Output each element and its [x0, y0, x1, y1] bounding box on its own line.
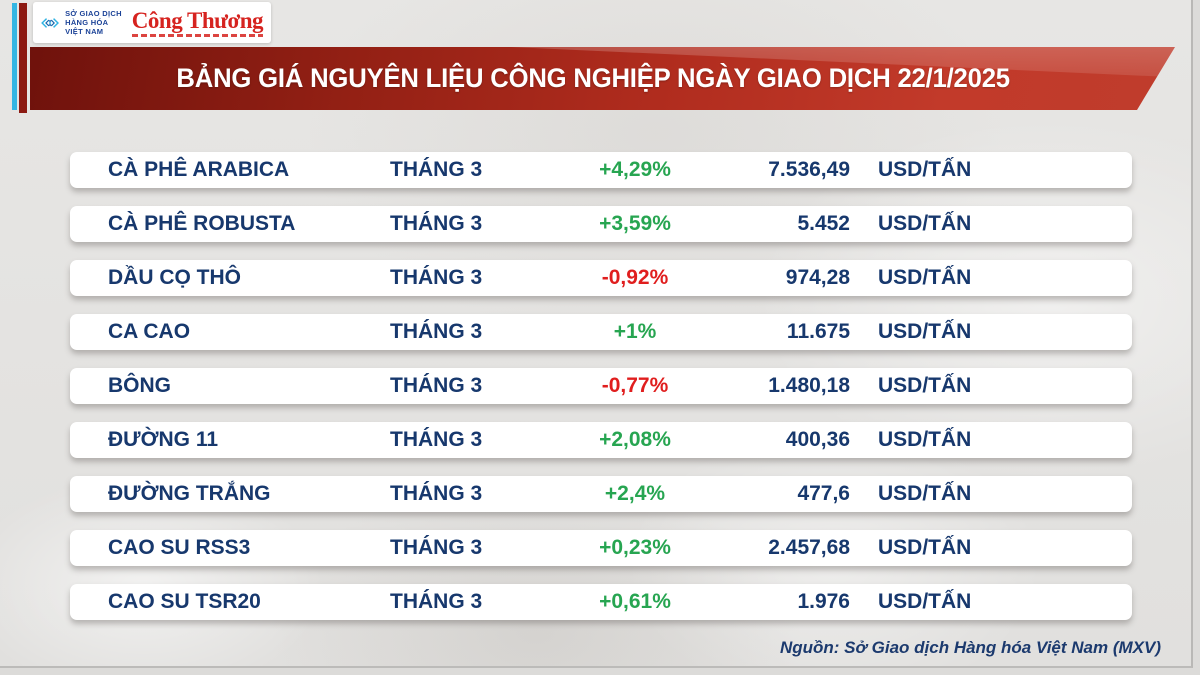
price-value: 7.536,49	[768, 158, 850, 181]
price-unit: USD/TẤN	[878, 212, 972, 235]
commodity-name: CAO SU TSR20	[108, 590, 261, 613]
price-unit: USD/TẤN	[878, 266, 972, 289]
price-table: CÀ PHÊ ARABICA THÁNG 3 +4,29% 7.536,49 U…	[70, 152, 1132, 638]
table-row: ĐƯỜNG TRẮNG THÁNG 3 +2,4% 477,6 USD/TẤN	[70, 476, 1132, 512]
price-unit: USD/TẤN	[878, 158, 972, 181]
commodity-name: CAO SU RSS3	[108, 536, 251, 559]
contract-month: THÁNG 3	[390, 536, 483, 559]
price-value: 400,36	[785, 428, 850, 451]
contract-month: THÁNG 3	[390, 266, 483, 289]
table-row: CA CAO THÁNG 3 +1% 11.675 USD/TẤN	[70, 314, 1132, 350]
change-percent: +0,61%	[599, 590, 671, 613]
mxv-logo-icon	[41, 17, 59, 28]
change-percent: +0,23%	[599, 536, 671, 559]
price-value: 11.675	[786, 320, 850, 343]
contract-month: THÁNG 3	[390, 374, 483, 397]
commodity-name: CÀ PHÊ ARABICA	[108, 158, 290, 181]
price-unit: USD/TẤN	[878, 320, 972, 343]
price-unit: USD/TẤN	[878, 374, 972, 397]
table-row: CÀ PHÊ ROBUSTA THÁNG 3 +3,59% 5.452 USD/…	[70, 206, 1132, 242]
price-value: 477,6	[797, 482, 850, 505]
contract-month: THÁNG 3	[390, 212, 483, 235]
newspaper-logo: Công Thương	[131, 7, 264, 37]
title-banner: BẢNG GIÁ NGUYÊN LIỆU CÔNG NGHIỆP NGÀY GI…	[30, 47, 1175, 110]
price-unit: USD/TẤN	[878, 428, 972, 451]
commodity-name: ĐƯỜNG 11	[108, 428, 219, 451]
table-row: CÀ PHÊ ARABICA THÁNG 3 +4,29% 7.536,49 U…	[70, 152, 1132, 188]
contract-month: THÁNG 3	[390, 320, 483, 343]
logo-box: SỞ GIAO DỊCH HÀNG HÓA VIỆT NAM Công Thươ…	[33, 2, 271, 43]
mxv-name: SỞ GIAO DỊCH HÀNG HÓA VIỆT NAM	[65, 9, 122, 36]
price-value: 2.457,68	[768, 536, 850, 559]
table-row: CAO SU RSS3 THÁNG 3 +0,23% 2.457,68 USD/…	[70, 530, 1132, 566]
commodity-name: CA CAO	[108, 320, 191, 343]
commodity-name: DẦU CỌ THÔ	[108, 266, 241, 289]
commodity-name: ĐƯỜNG TRẮNG	[108, 482, 271, 505]
price-value: 1.480,18	[768, 374, 850, 397]
commodity-name: BÔNG	[108, 374, 171, 397]
price-value: 1.976	[797, 590, 850, 613]
table-row: CAO SU TSR20 THÁNG 3 +0,61% 1.976 USD/TẤ…	[70, 584, 1132, 620]
price-unit: USD/TẤN	[878, 482, 972, 505]
commodity-name: CÀ PHÊ ROBUSTA	[108, 212, 296, 235]
newspaper-name: Công Thương	[131, 7, 264, 33]
contract-month: THÁNG 3	[390, 590, 483, 613]
mxv-name-line3: VIỆT NAM	[65, 27, 104, 36]
table-row: ĐƯỜNG 11 THÁNG 3 +2,08% 400,36 USD/TẤN	[70, 422, 1132, 458]
mxv-name-line1: SỞ GIAO DỊCH	[65, 9, 122, 18]
table-row: BÔNG THÁNG 3 -0,77% 1.480,18 USD/TẤN	[70, 368, 1132, 404]
table-row: DẦU CỌ THÔ THÁNG 3 -0,92% 974,28 USD/TẤN	[70, 260, 1132, 296]
contract-month: THÁNG 3	[390, 428, 483, 451]
mxv-name-line2: HÀNG HÓA	[65, 18, 109, 27]
price-value: 974,28	[785, 266, 850, 289]
price-value: 5.452	[797, 212, 850, 235]
change-percent: -0,92%	[601, 266, 669, 289]
contract-month: THÁNG 3	[390, 158, 483, 181]
newspaper-tagline-rule	[131, 33, 263, 37]
left-accent-cyan-bar	[12, 3, 17, 110]
change-percent: +3,59%	[599, 212, 671, 235]
page-title: BẢNG GIÁ NGUYÊN LIỆU CÔNG NGHIỆP NGÀY GI…	[176, 63, 1010, 93]
contract-month: THÁNG 3	[390, 482, 483, 505]
source-note: Nguồn: Sở Giao dịch Hàng hóa Việt Nam (M…	[779, 638, 1161, 657]
change-percent: -0,77%	[601, 374, 669, 397]
price-unit: USD/TẤN	[878, 536, 972, 559]
price-unit: USD/TẤN	[878, 590, 972, 613]
change-percent: +2,4%	[604, 482, 666, 505]
change-percent: +4,29%	[599, 158, 671, 181]
change-percent: +1%	[613, 320, 657, 343]
change-percent: +2,08%	[599, 428, 671, 451]
left-accent-red-bar	[19, 3, 27, 113]
